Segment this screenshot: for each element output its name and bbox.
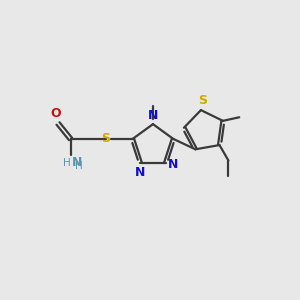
Text: H: H (63, 158, 70, 168)
Text: S: S (198, 94, 207, 106)
Text: N: N (135, 166, 145, 179)
Text: N: N (148, 109, 158, 122)
Text: H: H (75, 160, 83, 171)
Text: S: S (101, 132, 110, 146)
Text: N: N (168, 158, 178, 171)
Text: N: N (72, 156, 83, 169)
Text: O: O (50, 107, 61, 120)
